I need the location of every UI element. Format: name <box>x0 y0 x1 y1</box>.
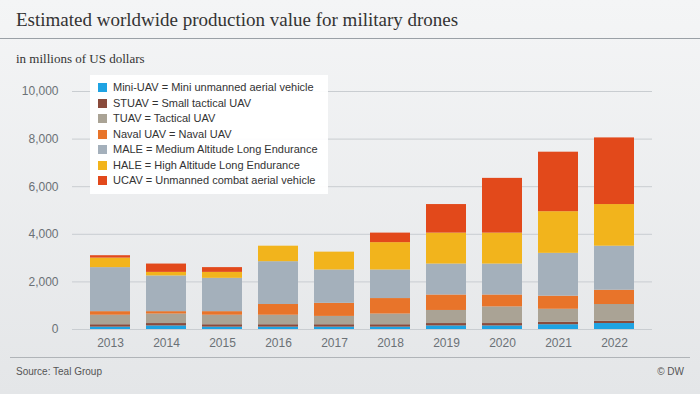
svg-text:6,000: 6,000 <box>28 180 58 194</box>
svg-text:2015: 2015 <box>209 336 236 350</box>
svg-text:4,000: 4,000 <box>28 227 58 241</box>
svg-text:2022: 2022 <box>601 336 628 350</box>
svg-text:2020: 2020 <box>489 336 516 350</box>
html-text:Naval UAV = Naval UAV: Naval UAV = Naval UAV <box>113 127 232 140</box>
html-text:Mini-UAV = Mini unmanned aeria: Mini-UAV = Mini unmanned aerial vehicle <box>113 81 314 93</box>
svg-text:2019: 2019 <box>433 336 460 350</box>
html-text:MALE = Medium Altitude Long En: MALE = Medium Altitude Long Endurance <box>113 143 318 155</box>
svg-text:2021: 2021 <box>545 336 572 350</box>
svg-text:2018: 2018 <box>377 336 404 350</box>
html-text:in millions of US dollars: in millions of US dollars <box>16 51 145 66</box>
svg-text:2013: 2013 <box>97 336 124 350</box>
html-text:HALE = High Altitude Long Endu: HALE = High Altitude Long Endurance <box>113 158 300 171</box>
svg-text:2017: 2017 <box>321 336 348 350</box>
html-text:Source: Teal Group: Source: Teal Group <box>16 366 102 377</box>
html-text:Estimated worldwide production: Estimated worldwide production value for… <box>16 9 459 30</box>
svg-text:2,000: 2,000 <box>28 275 58 289</box>
html-text:© DW: © DW <box>657 366 684 377</box>
svg-text:2016: 2016 <box>265 336 292 350</box>
svg-text:10,000: 10,000 <box>22 84 59 98</box>
svg-text:2014: 2014 <box>153 336 180 350</box>
html-text:TUAV = Tactical UAV: TUAV = Tactical UAV <box>113 112 216 124</box>
svg-text:0: 0 <box>52 322 59 336</box>
svg-text:8,000: 8,000 <box>28 132 58 146</box>
html-text:STUAV = Small tactical UAV: STUAV = Small tactical UAV <box>113 96 252 109</box>
html-text:UCAV = Unmanned combat aerial: UCAV = Unmanned combat aerial vehicle <box>113 174 316 186</box>
